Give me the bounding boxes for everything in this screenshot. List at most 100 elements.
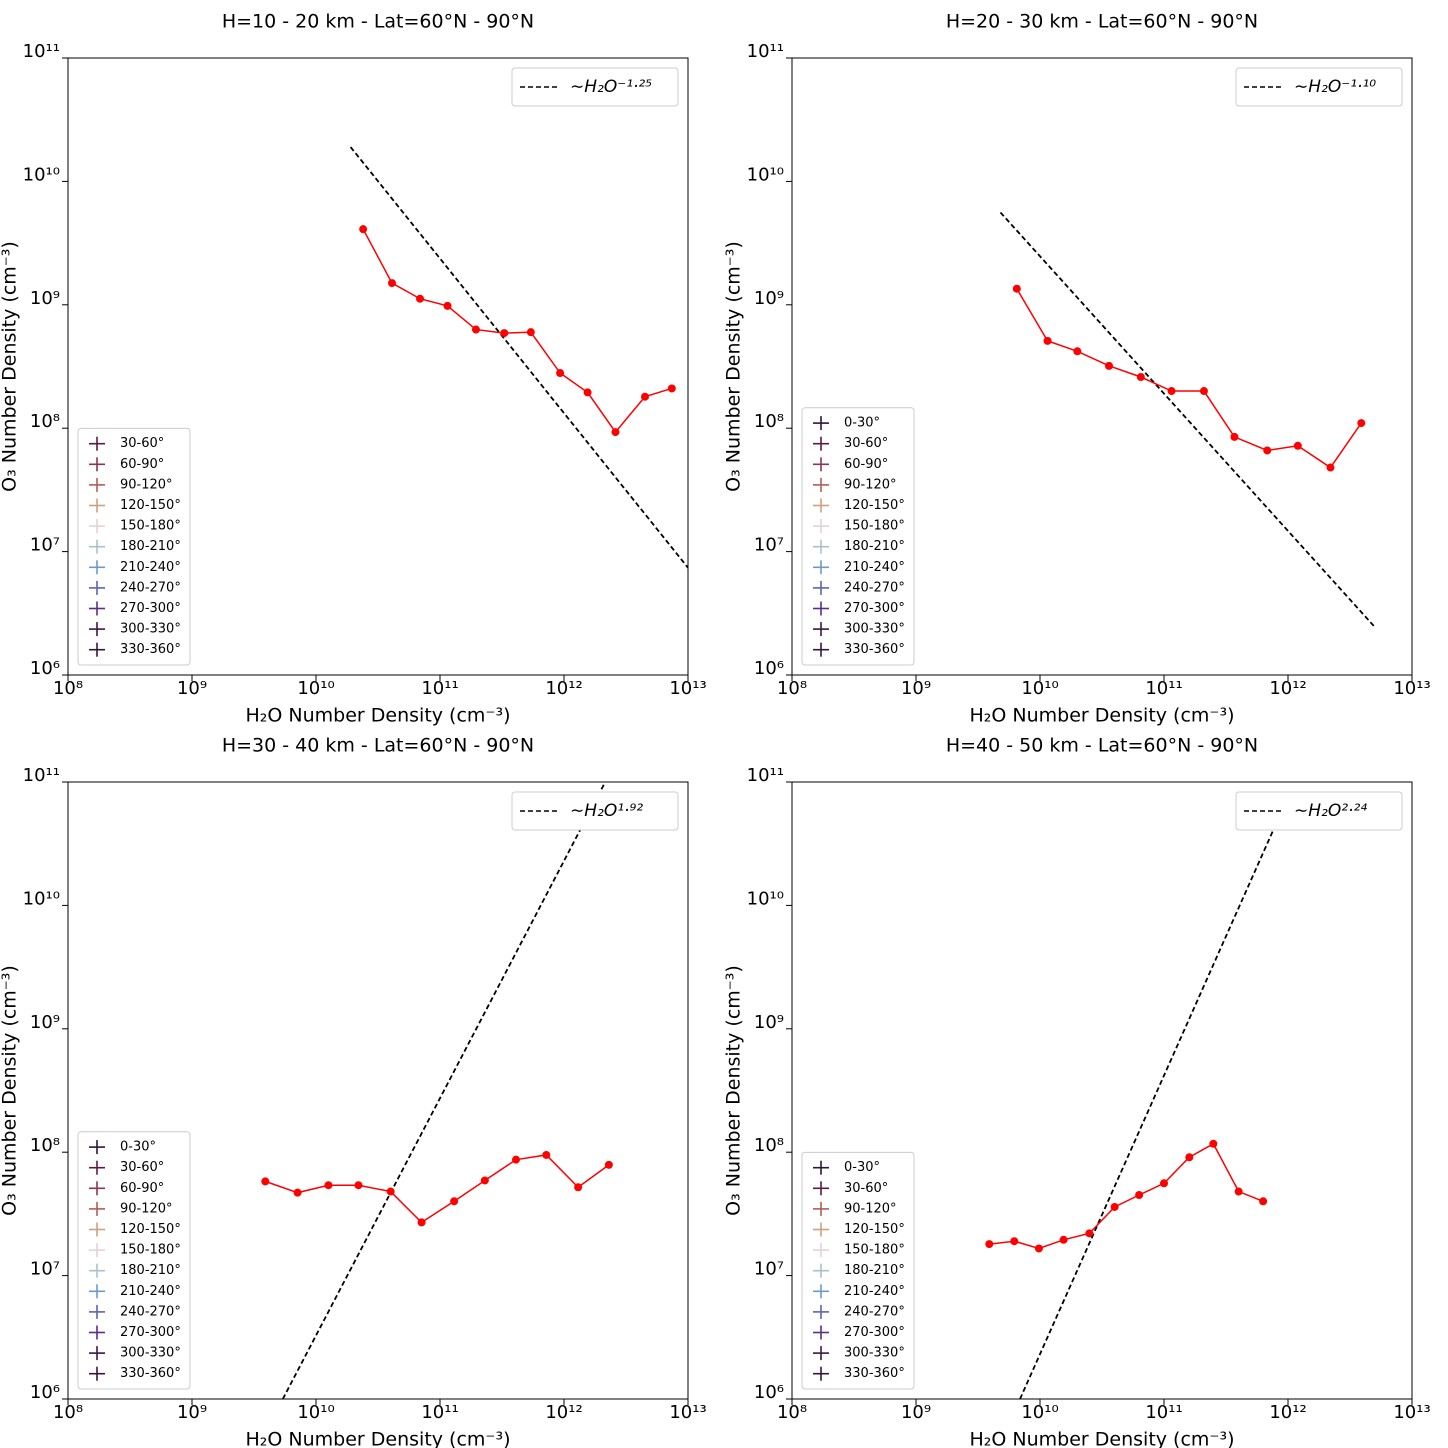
median-point [261, 1177, 270, 1186]
x-tick-label: 10¹¹ [1145, 678, 1182, 699]
x-tick-label: 10¹⁰ [297, 1402, 334, 1423]
median-point [583, 388, 592, 397]
y-tick-label: 10¹¹ [23, 765, 60, 786]
panel-title: H=30 - 40 km - Lat=60°N - 90°N [222, 735, 534, 757]
x-tick-label: 10⁸ [53, 678, 83, 699]
y-tick-label: 10⁸ [754, 1135, 784, 1156]
median-point [1059, 1235, 1068, 1244]
fit-legend-box [1235, 791, 1403, 831]
legend-label: 180-210° [844, 539, 905, 554]
y-tick-label: 10⁹ [754, 1012, 784, 1033]
y-tick-label: 10⁶ [754, 1382, 784, 1403]
fit-legend-label: ∼H₂O⁻¹·²⁵ [570, 77, 652, 97]
fit-legend-label: ∼H₂O¹·⁹² [570, 801, 643, 821]
y-axis-label: O₃ Number Density (cm⁻³) [723, 241, 745, 492]
median-point [1293, 441, 1302, 450]
median-point [604, 1160, 613, 1169]
median-point [359, 225, 368, 234]
y-tick-label: 10⁷ [30, 535, 60, 556]
y-axis-label: O₃ Number Density (cm⁻³) [723, 965, 745, 1216]
legend-label: 30-60° [844, 436, 888, 451]
median-point [1263, 446, 1272, 455]
median-point [611, 428, 620, 437]
x-tick-label: 10¹⁰ [297, 678, 334, 699]
fit-line [1019, 822, 1278, 1399]
plot-frame [791, 57, 1413, 676]
panel-title: H=10 - 20 km - Lat=60°N - 90°N [222, 11, 534, 33]
legend-label: 30-60° [844, 1181, 888, 1196]
x-tick-label: 10⁹ [901, 678, 931, 699]
median-point [1012, 284, 1021, 293]
plot-frame [67, 57, 689, 676]
legend-label: 330-360° [120, 642, 181, 657]
legend-label: 240-270° [120, 1304, 181, 1319]
median-point [1230, 432, 1239, 441]
median-point [471, 325, 480, 334]
x-axis-label: H₂O Number Density (cm⁻³) [970, 705, 1235, 727]
median-point [1010, 1237, 1019, 1246]
median-point [1357, 419, 1366, 428]
legend-box [801, 407, 915, 666]
legend-label: 300-330° [120, 1346, 181, 1361]
median-point [1136, 372, 1145, 381]
y-tick-label: 10¹¹ [23, 41, 60, 62]
median-point [354, 1181, 363, 1190]
x-tick-label: 10¹³ [1393, 678, 1430, 699]
legend-label: 210-240° [120, 1284, 181, 1299]
legend-label: 210-240° [844, 1284, 905, 1299]
x-tick-label: 10¹² [1269, 1402, 1306, 1423]
legend-label: 300-330° [120, 622, 181, 637]
legend-box [77, 1131, 191, 1390]
median-point [511, 1155, 520, 1164]
y-tick-label: 10¹⁰ [23, 888, 60, 909]
legend-label: 30-60° [120, 1160, 164, 1175]
legend-label: 0-30° [844, 1160, 880, 1175]
fit-legend-box [511, 791, 679, 831]
fit-legend-label: ∼H₂O²·²⁴ [1294, 801, 1367, 821]
x-tick-label: 10¹² [545, 678, 582, 699]
panel-title: H=40 - 50 km - Lat=60°N - 90°N [946, 735, 1258, 757]
median-point [450, 1197, 459, 1206]
plot-frame [67, 781, 689, 1400]
legend-label: 120-150° [120, 498, 181, 513]
median-point [1185, 1153, 1194, 1162]
median-point [386, 1187, 395, 1196]
median-point [416, 294, 425, 303]
legend-label: 150-180° [120, 519, 181, 534]
x-tick-label: 10¹² [545, 1402, 582, 1423]
x-tick-label: 10¹⁰ [1021, 1402, 1058, 1423]
median-point [293, 1188, 302, 1197]
legend-label: 270-300° [120, 601, 181, 616]
x-axis-label: H₂O Number Density (cm⁻³) [246, 705, 511, 727]
legend-label: 330-360° [844, 1366, 905, 1381]
fit-line [349, 146, 688, 569]
panel: H=10 - 20 km - Lat=60°N - 90°N H₂O Number… [0, 11, 707, 727]
legend-label: 60-90° [844, 457, 888, 472]
x-tick-label: 10¹² [1269, 678, 1306, 699]
x-tick-label: 10¹³ [669, 678, 706, 699]
median-point [324, 1181, 333, 1190]
x-tick-label: 10¹³ [1393, 1402, 1430, 1423]
legend-label: 60-90° [120, 457, 164, 472]
legend-label: 330-360° [844, 642, 905, 657]
median-line [989, 1142, 1264, 1250]
median-point [387, 279, 396, 288]
legend-label: 300-330° [844, 622, 905, 637]
legend-label: 90-120° [120, 477, 173, 492]
legend-label: 90-120° [844, 1201, 897, 1216]
median-point [443, 301, 452, 310]
median-point [1043, 336, 1052, 345]
legend-label: 240-270° [844, 580, 905, 595]
legend-label: 330-360° [120, 1366, 181, 1381]
panel: H=40 - 50 km - Lat=60°N - 90°N H₂O Number… [723, 735, 1431, 1448]
legend-label: 210-240° [844, 560, 905, 575]
median-point [1167, 387, 1176, 396]
y-tick-label: 10⁶ [30, 1382, 60, 1403]
y-tick-label: 10¹¹ [747, 41, 784, 62]
median-point [1259, 1197, 1268, 1206]
median-point [542, 1150, 551, 1159]
legend-label: 270-300° [844, 601, 905, 616]
x-tick-label: 10¹⁰ [1021, 678, 1058, 699]
plot-frame [791, 781, 1413, 1400]
